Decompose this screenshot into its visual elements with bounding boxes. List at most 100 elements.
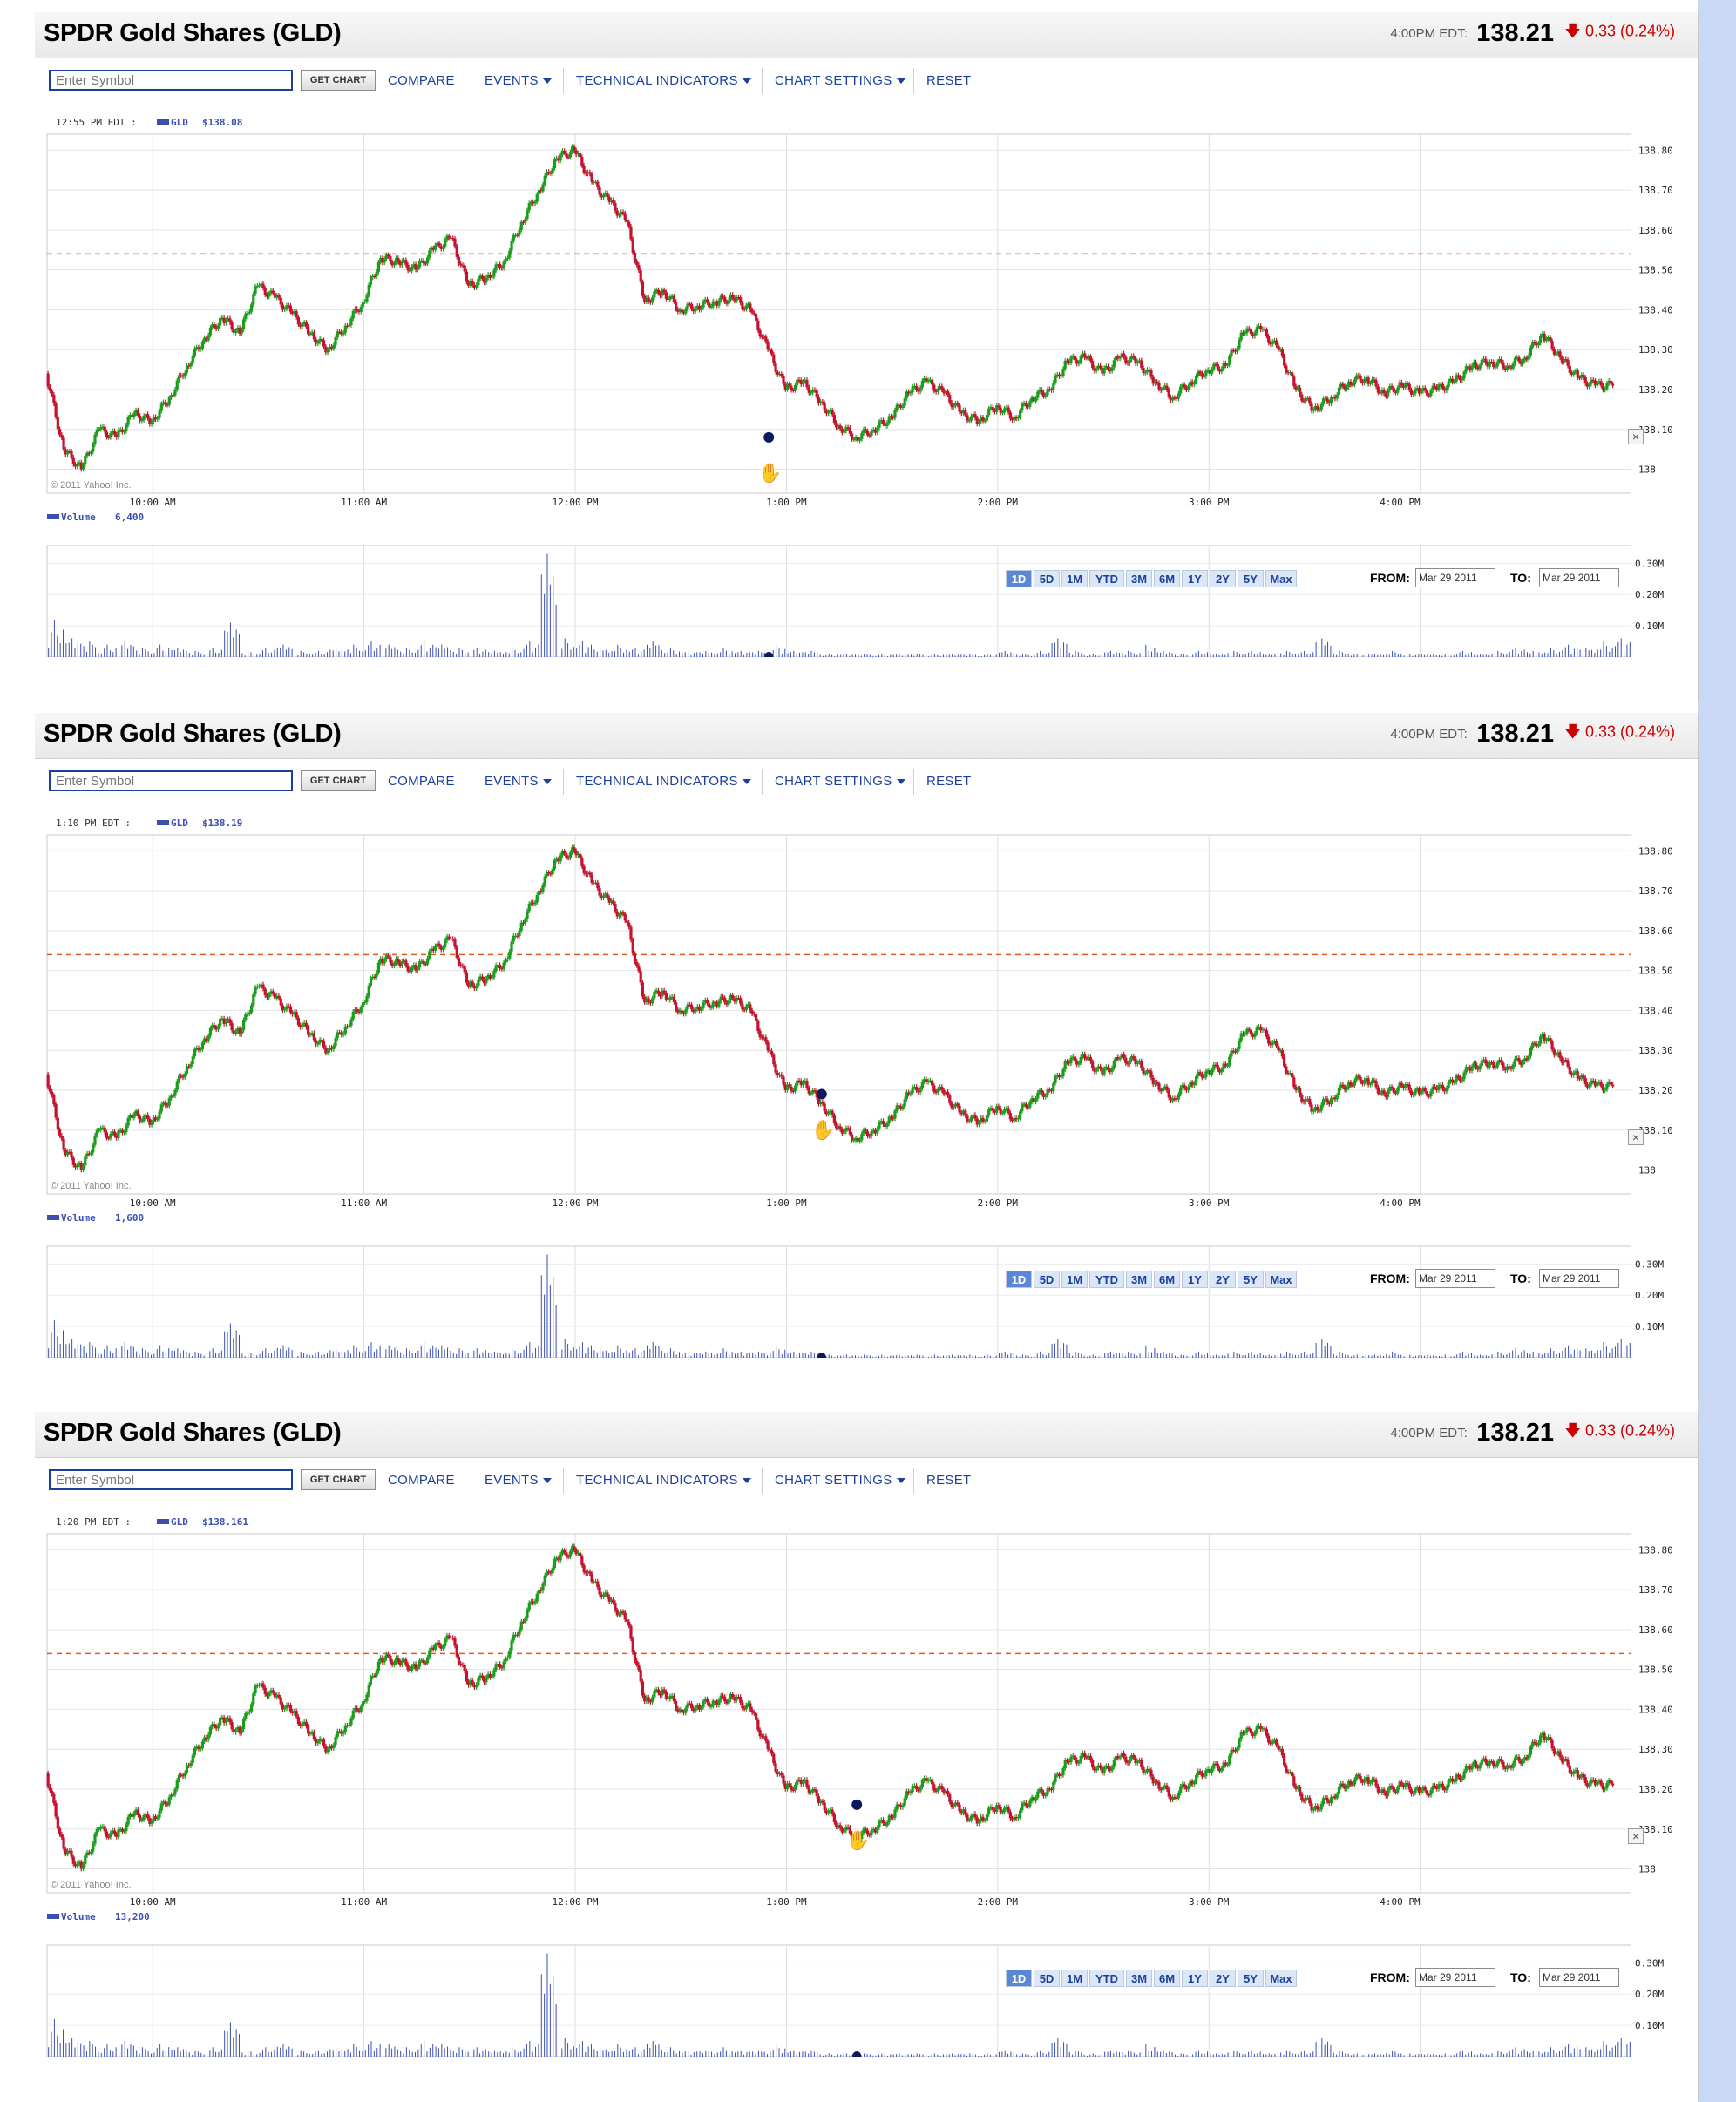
candle-body [70,1151,73,1158]
candle-body [1124,1057,1128,1064]
candle-body [181,1774,185,1777]
candle-body [1461,378,1464,381]
technical-indicators-menu[interactable]: TECHNICAL INDICATORS [576,1473,751,1488]
candle-body [686,303,689,309]
events-menu[interactable]: EVENTS [485,73,552,88]
events-menu[interactable]: EVENTS [485,774,552,789]
to-date-input[interactable]: Mar 29 2011 [1539,1269,1619,1288]
range-button-ytd[interactable]: YTD [1089,1271,1124,1288]
candle-body [809,392,813,394]
candle-body [199,1049,202,1051]
candle-body [705,299,709,303]
candle-body [390,962,394,966]
chart-settings-menu[interactable]: CHART SETTINGS [775,73,905,88]
candle-body [1083,353,1087,358]
candle-body [310,1033,314,1034]
candle-body [125,424,128,432]
candle-body [1529,1048,1533,1056]
candle-body [1525,1058,1529,1061]
range-button-5d[interactable]: 5D [1034,1271,1060,1288]
candle-body [177,375,181,381]
candle-body [1541,1034,1544,1037]
range-button-1d[interactable]: 1D [1006,570,1032,587]
symbol-input[interactable] [49,770,293,791]
candle-body [328,346,331,350]
x-tick-label: 3:00 PM [1189,1197,1230,1209]
range-button-2y[interactable]: 2Y [1210,570,1236,587]
candle-body [1093,368,1096,371]
compare-link[interactable]: COMPARE [388,774,455,789]
range-button-3m[interactable]: 3M [1126,570,1152,587]
range-button-6m[interactable]: 6M [1154,570,1180,587]
candle-body [1564,1060,1568,1061]
candle-body [1122,353,1126,357]
range-button-1y[interactable]: 1Y [1182,570,1208,587]
candle-body [1019,1111,1022,1118]
candle-body [439,946,443,950]
compare-link[interactable]: COMPARE [388,73,455,88]
reset-link[interactable]: RESET [926,774,972,789]
technical-indicators-menu[interactable]: TECHNICAL INDICATORS [576,73,751,88]
candle-body [227,1718,230,1720]
candle-body [395,1658,398,1663]
chart-settings-menu[interactable]: CHART SETTINGS [775,774,905,789]
candle-body [1525,357,1529,360]
range-button-5y[interactable]: 5Y [1238,1271,1264,1288]
candle-body [79,1861,83,1869]
reset-link[interactable]: RESET [926,1473,972,1488]
from-date-input[interactable]: Mar 29 2011 [1415,1269,1495,1288]
candle-body [684,309,688,314]
symbol-input[interactable] [49,1469,293,1490]
get-chart-button[interactable]: GET CHART [301,770,376,791]
candle-body [361,1701,365,1707]
events-menu[interactable]: EVENTS [485,1473,552,1488]
candle-body [307,1027,310,1035]
range-button-3m[interactable]: 3M [1126,1271,1152,1288]
from-date-input[interactable]: Mar 29 2011 [1415,568,1495,587]
candle-body [1046,1089,1049,1096]
range-button-1m[interactable]: 1M [1061,1271,1088,1288]
get-chart-button[interactable]: GET CHART [301,70,376,91]
candle-body [234,1730,238,1733]
candle-body [207,1035,210,1041]
get-chart-button[interactable]: GET CHART [301,1469,376,1490]
range-button-max[interactable]: Max [1265,570,1297,587]
candle-body [568,152,572,158]
hover-legend: 12:55 PM EDT : GLD $138.08 [56,117,242,128]
candle-body [430,1647,433,1651]
candle-body [471,981,474,986]
range-button-2y[interactable]: 2Y [1210,1271,1236,1288]
candle-body [392,1662,396,1665]
candle-body [1132,1056,1136,1059]
compare-link[interactable]: COMPARE [388,1473,455,1488]
range-button-max[interactable]: Max [1265,1271,1297,1288]
close-volume-icon[interactable]: × [1628,1129,1644,1145]
candle-body [254,987,257,995]
technical-indicators-menu[interactable]: TECHNICAL INDICATORS [576,774,751,789]
range-button-5y[interactable]: 5Y [1238,570,1264,587]
symbol-input[interactable] [49,70,293,91]
close-volume-icon[interactable]: × [1628,429,1644,444]
range-button-6m[interactable]: 6M [1154,1271,1180,1288]
range-button-ytd[interactable]: YTD [1089,570,1124,587]
candle-body [150,421,153,424]
scrollbar-track[interactable] [1698,0,1736,2102]
range-button-1m[interactable]: 1M [1061,570,1088,587]
reset-link[interactable]: RESET [926,73,972,88]
y-tick-label: 138 [1638,464,1656,476]
to-date-input[interactable]: Mar 29 2011 [1539,568,1619,587]
candle-body [1022,403,1026,404]
range-button-1y[interactable]: 1Y [1182,1271,1208,1288]
chart-settings-menu[interactable]: CHART SETTINGS [775,1473,905,1488]
candle-body [376,962,381,973]
candle-body [518,930,521,936]
candle-body [555,858,559,860]
candle-body [1054,1075,1057,1083]
candle-body [956,403,960,405]
range-button-5d[interactable]: 5D [1034,570,1060,587]
candle-body [838,1126,842,1129]
range-button-1d[interactable]: 1D [1006,1271,1032,1288]
